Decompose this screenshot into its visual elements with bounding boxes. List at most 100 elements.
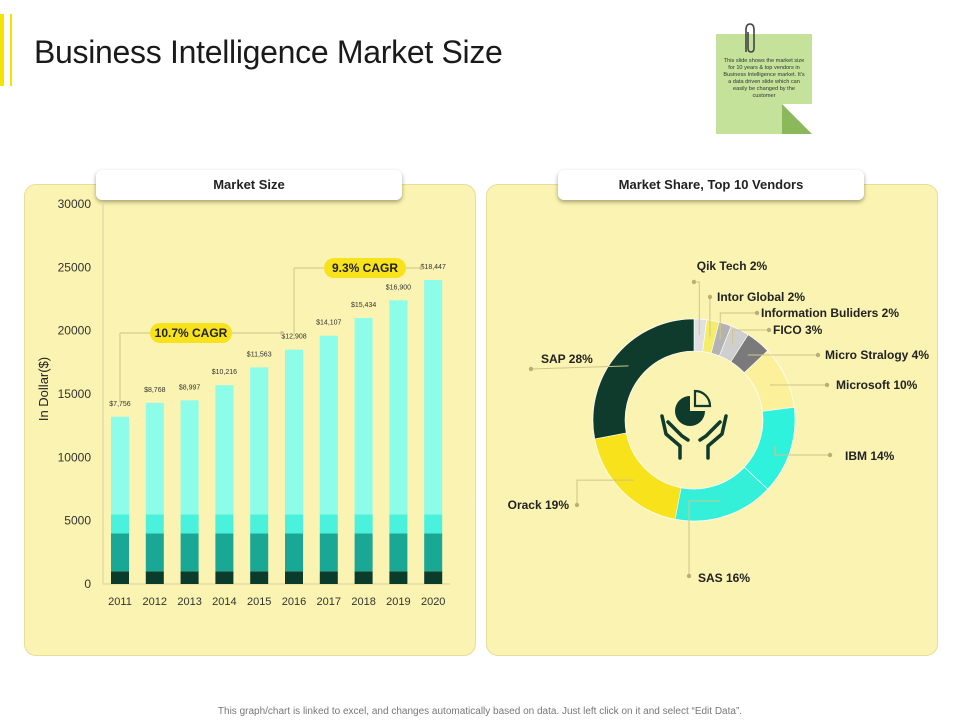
bar-data-label: $15,434 (351, 302, 376, 309)
donut-leader-dot (574, 502, 580, 508)
bar-data-label: $11,563 (247, 351, 272, 358)
x-tick-label: 2013 (177, 596, 201, 608)
bar-data-label: $10,216 (212, 369, 237, 376)
bar-segment (215, 533, 234, 572)
bar-segment (285, 533, 303, 572)
bar-segment (215, 385, 234, 515)
bar-segment (180, 400, 199, 515)
y-tick-label: 30000 (58, 197, 92, 211)
bar-data-label: $8,768 (144, 387, 166, 394)
bar-segment (285, 571, 303, 584)
bar-segment (285, 514, 303, 534)
bar-segment (250, 533, 269, 572)
x-tick-label: 2011 (108, 596, 132, 608)
bar-segment (215, 514, 234, 534)
y-axis-label: In Dollar($) (36, 357, 51, 421)
bar-data-label: $14,107 (316, 320, 341, 327)
sticky-note-text: This slide shows the market size for 10 … (723, 58, 805, 99)
bar-segment (145, 514, 164, 534)
x-tick-label: 2012 (143, 596, 167, 608)
x-tick-label: 2020 (421, 596, 445, 608)
market-size-title: Market Size (96, 170, 402, 200)
donut-leader-dot (707, 294, 713, 300)
bar-segment (389, 533, 408, 572)
donut-leader-line (688, 500, 721, 576)
bar-segment (319, 514, 338, 534)
bar-segment (319, 335, 338, 515)
bar-segment (424, 571, 443, 584)
bar-segment (424, 514, 443, 534)
bar-segment (354, 533, 373, 572)
donut-label: SAS 16% (698, 571, 750, 585)
cagr-dot (280, 331, 284, 335)
bar-segment (145, 571, 164, 584)
donut-leader-dot (686, 573, 692, 579)
bar-segment (319, 571, 338, 584)
cagr-label: 9.3% CAGR (332, 261, 398, 275)
bar-segment (180, 533, 199, 572)
paperclip-icon (745, 23, 755, 53)
hands-pie-chart-icon (660, 389, 728, 460)
donut-leader-dot (754, 310, 760, 316)
bar-segment (111, 571, 129, 584)
bar-segment (111, 514, 129, 534)
x-tick-label: 2019 (386, 596, 410, 608)
y-tick-label: 15000 (58, 387, 92, 401)
donut-label: FICO 3% (773, 323, 823, 337)
bar-segment (145, 402, 164, 515)
bar-segment (424, 280, 443, 515)
cagr-label: 10.7% CAGR (155, 326, 228, 340)
x-tick-label: 2014 (212, 596, 236, 608)
bar-segment (354, 571, 373, 584)
donut-leader-line (576, 479, 634, 505)
y-tick-label: 0 (84, 577, 91, 591)
donut-label: SAP 28% (541, 352, 593, 366)
bar-segment (250, 514, 269, 534)
bar-segment (389, 571, 408, 584)
bar-segment (389, 514, 408, 534)
bar-segment (389, 300, 408, 515)
cagr-badge (150, 323, 232, 343)
footer-note: This graph/chart is linked to excel, and… (217, 706, 743, 717)
x-tick-label: 2016 (282, 596, 306, 608)
bar-segment (215, 571, 234, 584)
donut-leader-line (719, 312, 757, 340)
bar-segment (111, 533, 129, 572)
bar-data-label: $7,756 (109, 401, 131, 408)
donut-label: Micro Stralogy 4% (825, 348, 929, 362)
bar-segment (250, 571, 269, 584)
bar-segment (250, 367, 269, 515)
donut-leader-dot (528, 366, 534, 372)
bar-segment (111, 416, 129, 515)
donut-label: Orack 19% (508, 498, 570, 512)
donut-label: Intor Global 2% (717, 290, 805, 304)
donut-leader-line (770, 383, 827, 386)
donut-leader-dot (815, 352, 821, 358)
sticky-fold (782, 104, 812, 134)
donut-leader-dot (827, 452, 833, 458)
y-tick-label: 5000 (64, 514, 91, 528)
x-tick-label: 2015 (247, 596, 271, 608)
donut-leader-dot (691, 279, 697, 285)
sticky-note: This slide shows the market size for 10 … (716, 34, 812, 134)
bar-segment (354, 318, 373, 515)
bar-segment (285, 349, 303, 515)
market-share-title: Market Share, Top 10 Vendors (558, 170, 864, 200)
bar-segment (354, 514, 373, 534)
x-tick-label: 2017 (317, 596, 341, 608)
bar-segment (424, 533, 443, 572)
bar-segment (180, 514, 199, 534)
bar-data-label: $8,997 (179, 384, 201, 391)
donut-label: Microsoft 10% (836, 378, 918, 392)
accent-bar (0, 14, 4, 86)
bar-segment (180, 571, 199, 584)
donut-leader-line (732, 329, 769, 345)
donut-leader-dot (824, 382, 830, 388)
y-tick-label: 20000 (58, 324, 92, 338)
cagr-dot (419, 266, 424, 270)
bar-data-label: $12,908 (281, 334, 306, 341)
page-title: Business Intelligence Market Size (34, 34, 503, 70)
y-tick-label: 25000 (58, 260, 92, 274)
donut-label: IBM 14% (845, 449, 895, 463)
